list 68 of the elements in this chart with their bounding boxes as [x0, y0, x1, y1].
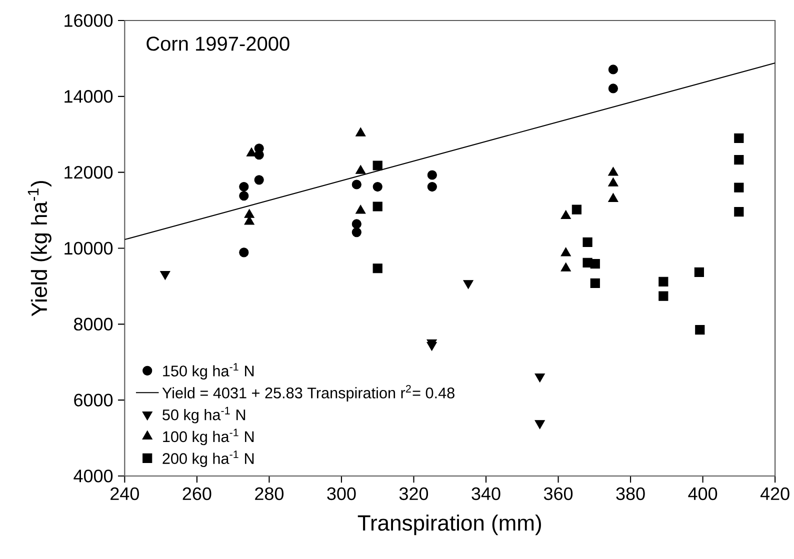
point — [590, 259, 600, 269]
point — [372, 182, 382, 192]
point — [734, 182, 744, 192]
y-tick-label: 10000 — [64, 242, 113, 255]
point — [582, 237, 592, 247]
y-tick-label: 6000 — [74, 394, 113, 406]
point — [352, 228, 362, 238]
x-tick-label: 360 — [544, 487, 573, 500]
legend-label: 50 kg ha$^{-1}$ N — [162, 406, 246, 424]
point — [608, 64, 618, 74]
point — [254, 150, 264, 160]
legend-label: 200 kg ha$^{-1}$ N — [162, 450, 254, 468]
point — [463, 280, 474, 290]
point — [590, 278, 600, 288]
y-tick-label: 12000 — [64, 166, 113, 179]
point — [658, 291, 668, 301]
x-tick-label: 380 — [616, 487, 645, 500]
point — [427, 170, 437, 180]
x-tick-label: 420 — [760, 487, 790, 500]
point — [356, 127, 366, 136]
point — [352, 180, 362, 190]
point — [244, 208, 254, 218]
x-tick-label: 260 — [182, 487, 212, 500]
point — [608, 193, 618, 202]
point — [372, 202, 382, 212]
x-tick-label: 240 — [110, 487, 139, 500]
y-axis-title: Yield (kg ha$^{-1}$) — [28, 181, 52, 316]
annotation: Corn 1997-2000 — [146, 36, 290, 51]
legend-label: 100 kg ha$^{-1}$ N — [163, 428, 254, 446]
x-tick-label: 300 — [327, 487, 356, 500]
point — [239, 248, 249, 258]
y-tick-label: 14000 — [64, 90, 113, 103]
point — [608, 84, 618, 94]
legend-label: Yield = 4031 + 25.83 Transpiration r$^{2}$= 0.48 — [162, 384, 454, 402]
x-tick-label: 320 — [399, 487, 428, 500]
point — [734, 207, 744, 217]
legend-label: 150 kg ha$^{-1}$ N — [163, 363, 254, 380]
point — [560, 247, 571, 256]
point — [734, 133, 744, 143]
point — [356, 164, 366, 174]
point — [356, 204, 366, 214]
point — [372, 264, 382, 274]
point — [534, 420, 545, 430]
point — [352, 219, 362, 229]
point — [608, 177, 618, 186]
point — [694, 267, 704, 277]
x-axis-title: Transpiration (mm) — [358, 514, 541, 536]
point — [534, 373, 545, 382]
x-tick-label: 340 — [472, 487, 500, 500]
point — [734, 155, 744, 165]
y-tick-label: 4000 — [74, 470, 113, 482]
point — [372, 160, 382, 170]
point — [560, 210, 571, 220]
point — [572, 204, 582, 214]
point — [695, 325, 705, 335]
point — [658, 276, 668, 286]
point — [426, 342, 437, 351]
point — [560, 262, 571, 272]
x-tick-label: 280 — [255, 487, 284, 500]
point — [239, 191, 249, 201]
point — [160, 270, 170, 280]
y-tick-label: 16000 — [64, 14, 113, 27]
point — [254, 175, 264, 185]
x-tick-label: 400 — [688, 487, 718, 500]
point — [608, 166, 618, 176]
point — [427, 182, 437, 192]
y-tick-label: 8000 — [74, 318, 113, 331]
point — [239, 182, 249, 192]
